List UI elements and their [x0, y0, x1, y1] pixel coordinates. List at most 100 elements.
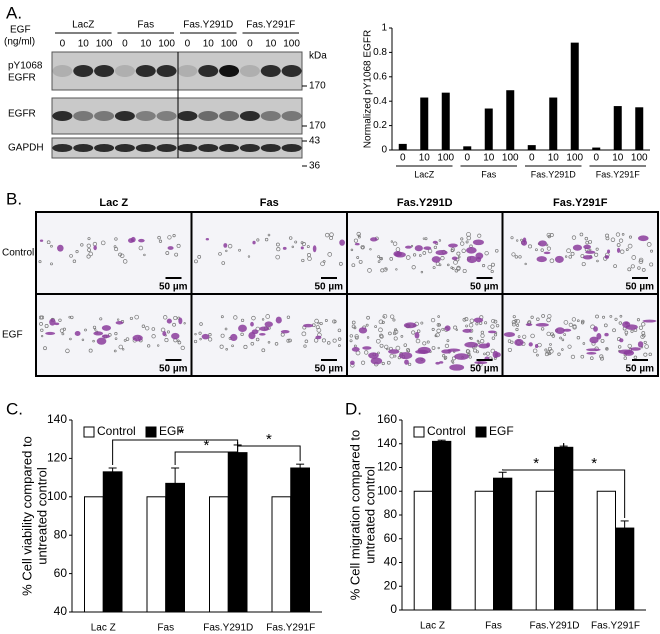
- cell-debris: [420, 321, 424, 325]
- cell-debris: [337, 337, 342, 341]
- legend-swatch: [475, 426, 487, 438]
- cell-debris: [491, 318, 496, 324]
- cell-debris: [218, 252, 222, 256]
- cell-debris: [450, 247, 455, 252]
- significance-bracket: [112, 439, 239, 465]
- cell-debris: [354, 334, 359, 339]
- cell-debris: [473, 348, 478, 353]
- bar: [474, 490, 495, 611]
- stained-cell: [404, 359, 409, 365]
- cell-debris: [636, 318, 640, 322]
- scale-label: 50 µm: [314, 364, 343, 375]
- cell-debris: [480, 330, 485, 335]
- x-tick-label: 0: [593, 153, 599, 164]
- cell-debris: [251, 315, 256, 321]
- cell-debris: [648, 352, 652, 357]
- cell-debris: [303, 344, 307, 348]
- stained-cell: [138, 238, 145, 243]
- kda-marker: kDa: [309, 51, 327, 62]
- cell-debris: [267, 340, 271, 344]
- cell-debris: [470, 337, 473, 340]
- cell-debris: [88, 348, 93, 353]
- error-bar: [620, 520, 629, 536]
- cell-debris: [620, 249, 625, 254]
- cell-debris: [618, 321, 622, 325]
- column-title: Fas.Y291D: [397, 197, 453, 209]
- cell-debris: [416, 329, 421, 333]
- error-bar: [108, 467, 117, 476]
- cell-debris: [364, 350, 369, 355]
- cell-debris: [388, 331, 392, 336]
- y-tick-label: 120: [377, 460, 397, 474]
- x-tick-label: Fas.Y291F: [591, 621, 640, 632]
- scale-label: 50 µm: [625, 364, 654, 375]
- cell-debris: [198, 331, 202, 335]
- bar: [146, 496, 167, 613]
- bar: [441, 92, 450, 150]
- cell-debris: [173, 315, 178, 321]
- cell-debris: [643, 340, 647, 344]
- significance-bracket: [237, 441, 301, 462]
- cell-debris: [84, 328, 87, 332]
- stained-cell: [252, 240, 256, 245]
- bar: [463, 146, 472, 150]
- stained-cell: [607, 249, 611, 254]
- cell-debris: [377, 255, 381, 259]
- cell-debris: [650, 249, 654, 253]
- stained-cell: [54, 322, 60, 326]
- cell-debris: [166, 330, 170, 334]
- error-bar: [437, 439, 446, 443]
- cell-debris: [451, 267, 455, 270]
- cell-debris: [581, 319, 585, 324]
- stained-cell: [472, 239, 484, 246]
- stained-cell: [462, 328, 473, 333]
- y-tick-label: 60: [54, 566, 68, 580]
- blot-band: [198, 65, 219, 77]
- cell-debris: [261, 318, 265, 321]
- cell-debris: [482, 264, 486, 268]
- bar: [413, 490, 434, 611]
- dose-label: 0: [60, 39, 66, 50]
- cell-debris: [649, 262, 654, 267]
- cell-debris: [627, 243, 633, 249]
- cell-debris: [69, 337, 72, 341]
- cell-debris: [480, 338, 485, 344]
- cell-debris: [422, 341, 427, 346]
- x-tick-label: 100: [631, 153, 648, 164]
- cell-debris: [261, 348, 266, 353]
- stained-cell: [93, 245, 97, 251]
- cell-debris: [326, 341, 331, 345]
- cell-debris: [332, 338, 337, 343]
- blot-group: Fas.Y291F: [246, 20, 295, 31]
- cell-debris: [400, 335, 404, 338]
- bar: [493, 477, 513, 611]
- cell-debris: [219, 344, 224, 349]
- cell-debris: [408, 362, 412, 366]
- cell-debris: [381, 320, 385, 324]
- cell-debris: [360, 360, 366, 365]
- stained-cell: [555, 327, 565, 335]
- stained-cell: [370, 357, 383, 365]
- cell-debris: [546, 331, 551, 337]
- stained-cell: [449, 364, 465, 371]
- y-tick-label: 0.8: [373, 47, 387, 58]
- stained-cell: [351, 347, 360, 352]
- cell-debris: [40, 335, 44, 338]
- stained-cell: [101, 334, 110, 339]
- cell-debris: [493, 319, 498, 324]
- stained-cell: [486, 342, 491, 348]
- cell-debris: [485, 351, 490, 356]
- x-tick-label: Fas.Y291F: [266, 623, 315, 634]
- cell-debris: [477, 341, 481, 345]
- dose-label: 10: [203, 39, 215, 50]
- cell-debris: [446, 339, 450, 343]
- cell-debris: [231, 344, 234, 348]
- panel-label: B.: [6, 189, 22, 208]
- cell-debris: [511, 252, 516, 257]
- cell-debris: [151, 327, 156, 331]
- x-tick-label: Fas.Y291D: [203, 623, 253, 634]
- blot-band: [281, 65, 302, 77]
- column-title: Fas: [260, 197, 279, 209]
- cell-debris: [165, 251, 170, 255]
- cell-debris: [321, 338, 326, 343]
